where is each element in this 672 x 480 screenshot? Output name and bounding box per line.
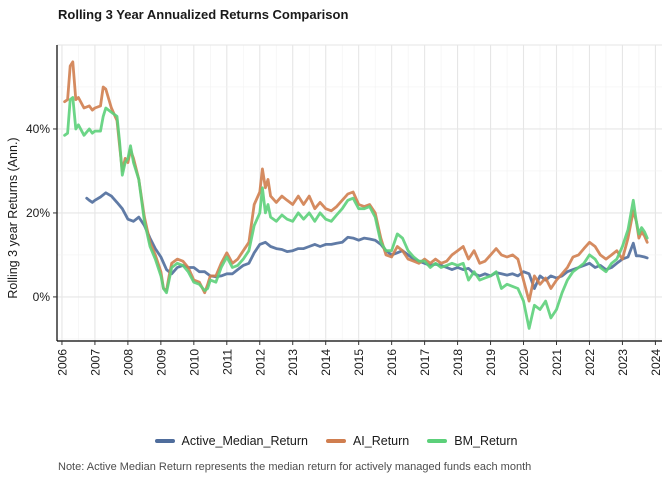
x-tick-label: 2008 bbox=[121, 349, 135, 376]
legend-swatch bbox=[427, 439, 448, 443]
axes: 0% 20% 40% 2006 2007 2008 2009 2010 2011 2012 2013… bbox=[26, 45, 663, 376]
x-tick-label: 2007 bbox=[88, 349, 102, 376]
legend-label: AI_Return bbox=[352, 434, 410, 448]
y-axis-label: Rolling 3 year Returns (Ann.) bbox=[6, 137, 20, 298]
x-tick-label: 2020 bbox=[517, 349, 531, 376]
x-tick-label: 2021 bbox=[550, 349, 564, 376]
x-tick-label: 2013 bbox=[286, 349, 300, 376]
y-tick-label: 20% bbox=[26, 206, 50, 220]
x-tick-label: 2022 bbox=[583, 349, 597, 376]
series-line-bm-return bbox=[63, 96, 649, 330]
legend-item: AI_Return bbox=[325, 434, 410, 448]
x-tick-label: 2024 bbox=[649, 349, 663, 376]
x-tick-label: 2023 bbox=[616, 349, 630, 376]
legend-item: BM_Return bbox=[427, 434, 517, 448]
x-tick-label: 2018 bbox=[451, 349, 465, 376]
x-tick-label: 2016 bbox=[385, 349, 399, 376]
x-tick-label: 2012 bbox=[253, 349, 267, 376]
legend-label: BM_Return bbox=[454, 434, 518, 448]
y-tick-label: 0% bbox=[33, 290, 51, 304]
legend: Active_Median_Return AI_Return BM_Return bbox=[0, 434, 672, 448]
x-tick-label: 2014 bbox=[319, 349, 333, 376]
x-tick-label: 2010 bbox=[187, 349, 201, 376]
x-tick-label: 2015 bbox=[352, 349, 366, 376]
series-lines bbox=[63, 60, 649, 330]
chart-title: Rolling 3 Year Annualized Returns Compar… bbox=[58, 7, 349, 22]
legend-swatch bbox=[325, 439, 346, 443]
x-tick-label: 2011 bbox=[220, 349, 234, 375]
y-tick-label: 40% bbox=[26, 122, 50, 136]
x-tick-label: 2006 bbox=[55, 349, 69, 376]
legend-swatch bbox=[154, 439, 175, 443]
legend-label: Active_Median_Return bbox=[181, 434, 308, 448]
chart-caption: Note: Active Median Return represents th… bbox=[58, 461, 532, 473]
series-line-ai-return bbox=[63, 60, 649, 303]
x-tick-label: 2017 bbox=[418, 349, 432, 376]
grid-lines bbox=[57, 44, 662, 341]
legend-item: Active_Median_Return bbox=[154, 434, 308, 448]
x-tick-label: 2009 bbox=[154, 349, 168, 376]
x-tick-label: 2019 bbox=[484, 349, 498, 376]
